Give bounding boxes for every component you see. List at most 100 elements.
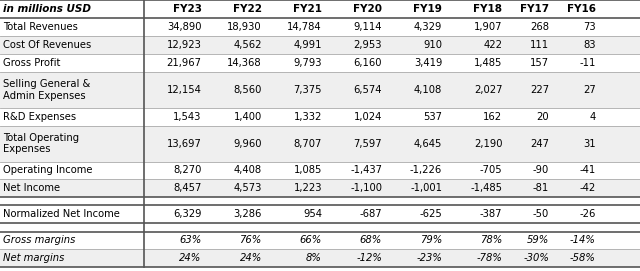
Text: 8,270: 8,270	[173, 166, 202, 176]
Text: 954: 954	[303, 209, 322, 220]
Text: Net Income: Net Income	[3, 183, 60, 193]
Text: 12,154: 12,154	[167, 85, 202, 95]
Text: 34,890: 34,890	[167, 22, 202, 32]
Text: Operating Income: Operating Income	[3, 166, 93, 176]
Text: -1,100: -1,100	[350, 183, 382, 193]
Text: 1,907: 1,907	[474, 22, 502, 32]
Text: -12%: -12%	[356, 253, 382, 263]
Text: 4,108: 4,108	[414, 85, 442, 95]
Text: 78%: 78%	[480, 235, 502, 246]
Text: 21,967: 21,967	[166, 58, 202, 68]
Text: 4,573: 4,573	[234, 183, 262, 193]
Text: 4,645: 4,645	[414, 138, 442, 149]
Text: Net margins: Net margins	[3, 253, 65, 263]
Text: 1,223: 1,223	[293, 183, 322, 193]
Text: 4,408: 4,408	[234, 166, 262, 176]
Text: -14%: -14%	[570, 235, 596, 246]
Text: FY22: FY22	[233, 4, 262, 14]
Text: 1,543: 1,543	[173, 112, 202, 122]
Text: -50: -50	[533, 209, 549, 220]
Text: 4,562: 4,562	[233, 40, 262, 50]
Text: 1,485: 1,485	[474, 58, 502, 68]
Text: -90: -90	[533, 166, 549, 176]
Text: Cost Of Revenues: Cost Of Revenues	[3, 40, 92, 50]
Text: 422: 422	[483, 40, 502, 50]
Text: 247: 247	[530, 138, 549, 149]
Text: 6,574: 6,574	[353, 85, 382, 95]
Text: 59%: 59%	[527, 235, 549, 246]
Text: 910: 910	[423, 40, 442, 50]
Text: 6,160: 6,160	[353, 58, 382, 68]
Text: 2,027: 2,027	[474, 85, 502, 95]
Text: 20: 20	[536, 112, 549, 122]
Text: 1,024: 1,024	[354, 112, 382, 122]
Text: -687: -687	[360, 209, 382, 220]
Text: 7,375: 7,375	[293, 85, 322, 95]
Text: 2,190: 2,190	[474, 138, 502, 149]
Bar	[0, 72, 640, 108]
Text: -58%: -58%	[570, 253, 596, 263]
Text: -42: -42	[580, 183, 596, 193]
Text: in millions USD: in millions USD	[3, 4, 92, 14]
Text: FY21: FY21	[293, 4, 322, 14]
Text: FY16: FY16	[567, 4, 596, 14]
Text: 8,457: 8,457	[173, 183, 202, 193]
Bar	[0, 250, 640, 267]
Text: 1,400: 1,400	[234, 112, 262, 122]
Text: 2,953: 2,953	[353, 40, 382, 50]
Text: Gross Profit: Gross Profit	[3, 58, 61, 68]
Text: 162: 162	[483, 112, 502, 122]
Text: 6,329: 6,329	[173, 209, 202, 220]
Text: 537: 537	[423, 112, 442, 122]
Text: 1,085: 1,085	[294, 166, 322, 176]
Text: FY20: FY20	[353, 4, 382, 14]
Text: 4,991: 4,991	[293, 40, 322, 50]
Text: -1,226: -1,226	[410, 166, 442, 176]
Text: 24%: 24%	[179, 253, 202, 263]
Text: 73: 73	[583, 22, 596, 32]
Text: -1,485: -1,485	[470, 183, 502, 193]
Text: 8%: 8%	[306, 253, 322, 263]
Text: 9,793: 9,793	[293, 58, 322, 68]
Text: 13,697: 13,697	[167, 138, 202, 149]
Text: -26: -26	[579, 209, 596, 220]
Bar	[0, 126, 640, 162]
Text: -41: -41	[580, 166, 596, 176]
Text: 8,707: 8,707	[294, 138, 322, 149]
Text: -1,001: -1,001	[410, 183, 442, 193]
Text: FY19: FY19	[413, 4, 442, 14]
Text: Gross margins: Gross margins	[3, 235, 76, 246]
Text: 9,114: 9,114	[353, 22, 382, 32]
Text: -1,437: -1,437	[350, 166, 382, 176]
Text: 27: 27	[583, 85, 596, 95]
Text: 14,368: 14,368	[227, 58, 262, 68]
Bar	[0, 179, 640, 197]
Text: 3,286: 3,286	[234, 209, 262, 220]
Text: 66%: 66%	[300, 235, 322, 246]
Text: 227: 227	[530, 85, 549, 95]
Text: -387: -387	[480, 209, 502, 220]
Text: 83: 83	[583, 40, 596, 50]
Text: R&D Expenses: R&D Expenses	[3, 112, 76, 122]
Bar	[0, 36, 640, 54]
Text: 3,419: 3,419	[414, 58, 442, 68]
Text: FY18: FY18	[474, 4, 502, 14]
Text: Selling General &
Admin Expenses: Selling General & Admin Expenses	[3, 79, 91, 101]
Text: 18,930: 18,930	[227, 22, 262, 32]
Text: -30%: -30%	[524, 253, 549, 263]
Text: Normalized Net Income: Normalized Net Income	[3, 209, 120, 220]
Text: 268: 268	[530, 22, 549, 32]
Text: 157: 157	[530, 58, 549, 68]
Text: -11: -11	[579, 58, 596, 68]
Text: -81: -81	[533, 183, 549, 193]
Text: 7,597: 7,597	[353, 138, 382, 149]
Text: -625: -625	[419, 209, 442, 220]
Text: FY17: FY17	[520, 4, 549, 14]
Text: 63%: 63%	[179, 235, 202, 246]
Text: 4,329: 4,329	[414, 22, 442, 32]
Text: 9,960: 9,960	[233, 138, 262, 149]
Text: 1,332: 1,332	[294, 112, 322, 122]
Text: 4: 4	[589, 112, 596, 122]
Text: 111: 111	[530, 40, 549, 50]
Text: -78%: -78%	[477, 253, 502, 263]
